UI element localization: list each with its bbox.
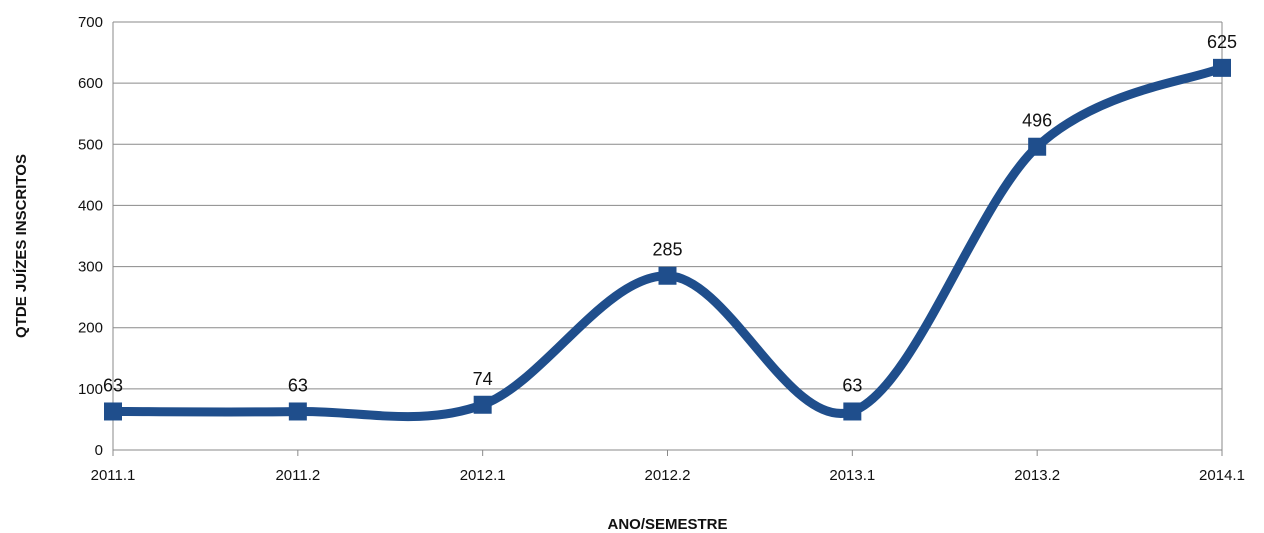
x-axis-title: ANO/SEMESTRE xyxy=(607,516,727,533)
x-axis-ticks: 2011.1 2011.2 2012.1 2012.2 2013.1 2013.2 2014… xyxy=(91,450,1245,484)
y-axis-title: QTDE JUÍZES INSCRITOS xyxy=(13,154,30,338)
data-point-marker xyxy=(843,402,862,421)
y-tick-label: 500 xyxy=(78,136,103,153)
y-tick-label: 100 xyxy=(78,381,103,398)
data-label: 63 xyxy=(842,375,862,395)
data-label: 63 xyxy=(103,375,123,395)
data-label: 285 xyxy=(652,240,682,260)
x-tick-label: 2012.2 xyxy=(645,467,691,484)
y-tick-label: 0 xyxy=(95,442,103,459)
data-point-marker xyxy=(104,402,122,421)
data-point-marker xyxy=(288,402,307,421)
y-tick-label: 700 xyxy=(78,14,103,31)
data-point-marker xyxy=(1213,58,1231,77)
x-tick-label: 2012.1 xyxy=(460,467,506,484)
x-tick-label: 2011.2 xyxy=(275,467,320,484)
y-tick-label: 400 xyxy=(78,197,103,214)
x-tick-label: 2011.1 xyxy=(91,467,136,484)
x-tick-label: 2013.1 xyxy=(829,467,875,484)
y-tick-label: 200 xyxy=(78,320,103,337)
data-label: 74 xyxy=(473,369,493,389)
data-point-marker xyxy=(658,266,677,285)
data-label: 496 xyxy=(1022,111,1052,131)
data-point-marker xyxy=(1028,137,1047,156)
plot-area: 63 63 74 285 63 496 625 xyxy=(103,32,1237,422)
x-tick-label: 2014.1 xyxy=(1199,467,1245,484)
data-label: 625 xyxy=(1207,32,1237,52)
y-axis-ticks: 0 100 200 300 400 500 600 700 xyxy=(78,14,103,459)
y-tick-label: 300 xyxy=(78,259,103,276)
data-point-marker xyxy=(473,395,492,414)
gridlines xyxy=(112,21,1223,451)
x-tick-label: 2013.2 xyxy=(1014,467,1060,484)
data-label: 63 xyxy=(288,375,308,395)
y-tick-label: 600 xyxy=(78,75,103,92)
